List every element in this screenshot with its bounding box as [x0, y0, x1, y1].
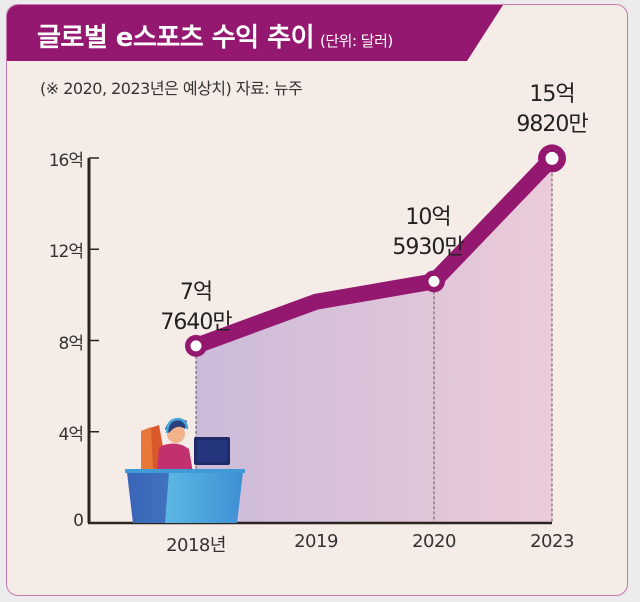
source-note: (※ 2020, 2023년은 예상치) 자료: 뉴주 [40, 79, 303, 98]
data-label: 15억 9820만 [492, 80, 612, 140]
x-tick-label: 2023 [530, 531, 574, 552]
title-text: 글로벌 e스포츠 수익 추이 [37, 23, 315, 53]
gamer-illustration-icon [125, 417, 245, 523]
data-point [190, 340, 202, 352]
data-label: 10억 5930만 [368, 203, 488, 263]
x-tick-label: 2018년 [166, 535, 226, 556]
data-label-line1: 15억 [529, 82, 575, 108]
data-label-line1: 7억 [179, 279, 213, 305]
y-tick-label: 0 [73, 511, 84, 531]
data-label-line1: 10억 [405, 205, 451, 231]
x-tick-label: 2019 [294, 531, 338, 552]
data-point [545, 151, 559, 165]
x-tick-label: 2020 [412, 531, 456, 552]
chart-frame: 글로벌 e스포츠 수익 추이 (단위: 달러) (※ 2020, 2023년은 예… [6, 4, 628, 596]
y-tick-label: 12억 [48, 242, 84, 263]
chart-title: 글로벌 e스포츠 수익 추이 (단위: 달러) [37, 17, 393, 54]
unit-label: (단위: 달러) [320, 32, 393, 50]
data-point [428, 275, 440, 287]
data-label-line2: 5930만 [392, 235, 464, 261]
data-label-line2: 7640만 [160, 309, 232, 335]
header-band [7, 5, 503, 61]
data-label-line2: 9820만 [516, 112, 588, 138]
series-line [188, 150, 560, 354]
y-tick-label: 4억 [58, 424, 84, 445]
y-tick-label: 16억 [48, 151, 84, 171]
chart-canvas [7, 5, 566, 525]
area-fill [196, 158, 552, 523]
y-tick-label: 8억 [58, 333, 84, 354]
data-label: 7억 7640만 [136, 278, 256, 338]
